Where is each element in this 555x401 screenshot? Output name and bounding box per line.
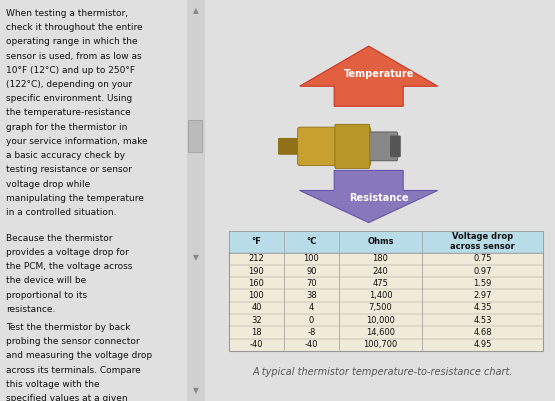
Text: 1,400: 1,400 xyxy=(369,291,392,300)
Text: 7,500: 7,500 xyxy=(369,304,392,312)
Text: 240: 240 xyxy=(372,267,388,275)
Text: -40: -40 xyxy=(250,340,263,349)
FancyBboxPatch shape xyxy=(369,132,398,161)
Text: 4.68: 4.68 xyxy=(473,328,492,337)
Text: 0.97: 0.97 xyxy=(473,267,492,275)
FancyBboxPatch shape xyxy=(188,120,202,152)
Text: ▲: ▲ xyxy=(193,6,199,15)
FancyBboxPatch shape xyxy=(186,0,205,401)
Text: voltage drop while: voltage drop while xyxy=(6,180,90,188)
Text: 90: 90 xyxy=(306,267,317,275)
Text: 1.59: 1.59 xyxy=(473,279,492,288)
Text: testing resistance or sensor: testing resistance or sensor xyxy=(6,165,132,174)
Text: 180: 180 xyxy=(372,254,388,263)
Text: 160: 160 xyxy=(249,279,264,288)
FancyBboxPatch shape xyxy=(229,231,543,253)
Text: 70: 70 xyxy=(306,279,317,288)
Text: 100,700: 100,700 xyxy=(364,340,397,349)
Text: proportional to its: proportional to its xyxy=(6,290,87,300)
Text: 0: 0 xyxy=(309,316,314,325)
Text: 0.75: 0.75 xyxy=(473,254,492,263)
Text: specified values at a given: specified values at a given xyxy=(6,394,128,401)
Text: 10°F (12°C) and up to 250°F: 10°F (12°C) and up to 250°F xyxy=(6,66,135,75)
Text: When testing a thermistor,: When testing a thermistor, xyxy=(6,9,128,18)
Text: (122°C), depending on your: (122°C), depending on your xyxy=(6,80,132,89)
Text: °F: °F xyxy=(251,237,261,246)
Text: Test the thermistor by back: Test the thermistor by back xyxy=(6,323,130,332)
Text: Resistance: Resistance xyxy=(349,194,409,203)
Text: ▼: ▼ xyxy=(193,386,199,395)
Text: -8: -8 xyxy=(307,328,316,337)
Text: 32: 32 xyxy=(251,316,262,325)
Text: 100: 100 xyxy=(249,291,264,300)
Text: this voltage with the: this voltage with the xyxy=(6,380,100,389)
Text: the PCM, the voltage across: the PCM, the voltage across xyxy=(6,262,133,271)
Text: check it throughout the entire: check it throughout the entire xyxy=(6,23,143,32)
Text: ▼: ▼ xyxy=(193,253,199,261)
Text: 4.95: 4.95 xyxy=(473,340,492,349)
Text: 14,600: 14,600 xyxy=(366,328,395,337)
Text: -40: -40 xyxy=(305,340,318,349)
Text: 38: 38 xyxy=(306,291,317,300)
Text: 4.35: 4.35 xyxy=(473,304,492,312)
Text: 18: 18 xyxy=(251,328,262,337)
Text: the device will be: the device will be xyxy=(6,276,87,285)
Text: Because the thermistor: Because the thermistor xyxy=(6,233,113,243)
Text: across its terminals. Compare: across its terminals. Compare xyxy=(6,366,141,375)
Text: manipulating the temperature: manipulating the temperature xyxy=(6,194,144,203)
FancyBboxPatch shape xyxy=(335,124,370,168)
Text: graph for the thermistor in: graph for the thermistor in xyxy=(6,123,128,132)
Text: your service information, make: your service information, make xyxy=(6,137,148,146)
Text: 190: 190 xyxy=(249,267,264,275)
Text: 100: 100 xyxy=(304,254,319,263)
Text: provides a voltage drop for: provides a voltage drop for xyxy=(6,248,129,257)
Text: in a controlled situation.: in a controlled situation. xyxy=(6,208,117,217)
Text: 4.53: 4.53 xyxy=(473,316,492,325)
Text: 4: 4 xyxy=(309,304,314,312)
Text: and measuring the voltage drop: and measuring the voltage drop xyxy=(6,351,152,360)
Text: 40: 40 xyxy=(251,304,262,312)
Text: the temperature-resistance: the temperature-resistance xyxy=(6,108,131,117)
FancyBboxPatch shape xyxy=(390,136,401,157)
Text: °C: °C xyxy=(306,237,316,246)
Text: a basic accuracy check by: a basic accuracy check by xyxy=(6,151,125,160)
Text: sensor is used, from as low as: sensor is used, from as low as xyxy=(6,52,142,61)
FancyBboxPatch shape xyxy=(297,127,371,166)
Text: 212: 212 xyxy=(249,254,264,263)
Text: Temperature: Temperature xyxy=(344,69,414,79)
Text: probing the sensor connector: probing the sensor connector xyxy=(6,337,140,346)
Text: resistance.: resistance. xyxy=(6,305,56,314)
Text: 2.97: 2.97 xyxy=(473,291,492,300)
Text: operating range in which the: operating range in which the xyxy=(6,37,138,46)
Text: A typical thermistor temperature-to-resistance chart.: A typical thermistor temperature-to-resi… xyxy=(253,367,513,377)
Text: Ohms: Ohms xyxy=(367,237,393,246)
Text: Voltage drop
across sensor: Voltage drop across sensor xyxy=(450,232,515,251)
Text: 10,000: 10,000 xyxy=(366,316,395,325)
Text: 475: 475 xyxy=(372,279,388,288)
Polygon shape xyxy=(300,46,438,106)
Polygon shape xyxy=(300,170,438,223)
FancyBboxPatch shape xyxy=(229,231,543,351)
FancyBboxPatch shape xyxy=(278,138,304,155)
Text: specific environment. Using: specific environment. Using xyxy=(6,94,133,103)
